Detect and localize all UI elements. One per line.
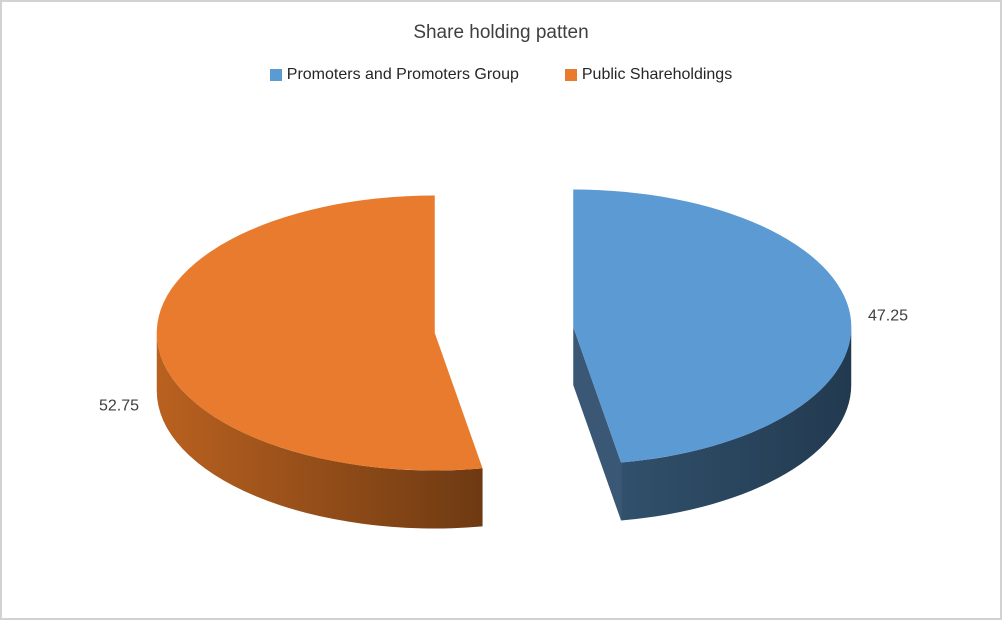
- chart-legend: Promoters and Promoters Group Public Sha…: [2, 66, 1000, 84]
- pie-data-label-1: 52.75: [99, 398, 139, 415]
- legend-label-public: Public Shareholdings: [581, 66, 733, 83]
- pie-slice-side-1: [156, 332, 483, 529]
- pie-slice-flat-side-0: [573, 327, 622, 521]
- chart-title: Share holding patten: [413, 22, 589, 43]
- legend-label-promoters: Promoters and Promoters Group: [286, 66, 519, 83]
- pie-data-label-0: 47.25: [868, 308, 908, 325]
- legend-swatch-icon: [269, 69, 282, 81]
- legend-item-promoters: Promoters and Promoters Group: [269, 66, 519, 84]
- pie-slice-top-0: [573, 189, 852, 463]
- pie-slice-side-0: [621, 327, 852, 521]
- pie-slice-top-1: [156, 195, 483, 471]
- legend-item-public: Public Shareholdings: [564, 66, 733, 84]
- legend-swatch-icon: [564, 69, 577, 81]
